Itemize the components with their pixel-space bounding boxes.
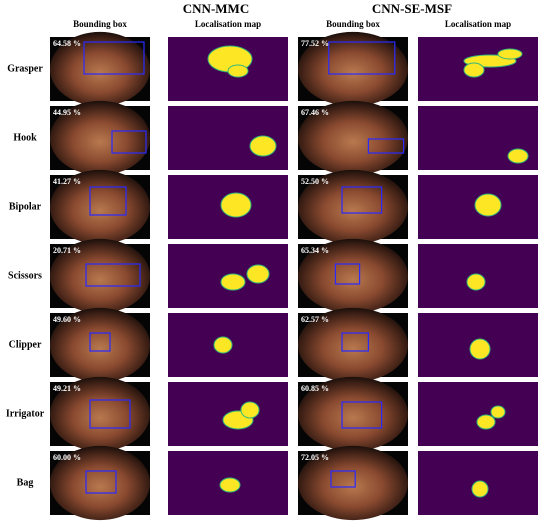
confidence: 49.21 % (53, 384, 81, 393)
heat-region (213, 336, 233, 354)
heat-region (476, 414, 496, 430)
tool-label: Bipolar (9, 201, 42, 212)
tool-label: Grasper (7, 63, 43, 74)
confidence: 20.71 % (53, 246, 81, 255)
confidence: 41.27 % (53, 177, 81, 186)
bounding-box (89, 186, 127, 216)
column-title: Bounding box (326, 19, 380, 29)
bounding-box (341, 186, 383, 214)
column-title: Localisation map (445, 19, 511, 29)
heat-region (507, 148, 529, 164)
frame-scene (298, 100, 408, 176)
bounding-box (367, 138, 405, 154)
heat-region (490, 405, 506, 419)
frame-scene (50, 169, 150, 245)
tool-label: Hook (13, 132, 37, 143)
frame-scene (50, 100, 150, 176)
bounding-box (85, 263, 141, 287)
bounding-box (341, 401, 383, 429)
column-title: Bounding box (73, 19, 127, 29)
bounding-box (89, 399, 131, 429)
bounding-box (330, 470, 356, 488)
heat-region (227, 64, 249, 78)
heat-region (249, 135, 277, 157)
heat-region (463, 62, 485, 78)
heat-region (240, 401, 260, 419)
confidence: 62.57 % (301, 315, 329, 324)
confidence: 44.95 % (53, 108, 81, 117)
column-title: Localisation map (195, 19, 261, 29)
confidence: 77.52 % (301, 39, 329, 48)
frame-scene (50, 445, 150, 521)
frame-scene (298, 31, 408, 107)
confidence: 65.34 % (301, 246, 329, 255)
frame-scene (298, 169, 408, 245)
confidence: 67.46 % (301, 108, 329, 117)
frame-scene (50, 31, 150, 107)
bounding-box (111, 130, 147, 154)
tool-label: Bag (17, 477, 34, 488)
tool-label: Scissors (8, 270, 42, 281)
confidence: 72.05 % (301, 453, 329, 462)
confidence: 52.50 % (301, 177, 329, 186)
frame-scene (50, 238, 150, 314)
heat-region (497, 48, 523, 60)
tool-label: Irrigator (6, 408, 45, 419)
frame-scene (298, 376, 408, 452)
heat-region (474, 193, 502, 217)
frame-scene (298, 238, 408, 314)
confidence: 49.60 % (53, 315, 81, 324)
bounding-box (334, 263, 361, 285)
localisation-map (418, 382, 538, 446)
frame-scene (298, 307, 408, 383)
bounding-box (328, 41, 396, 75)
heat-region (469, 338, 491, 360)
bounding-box (341, 332, 369, 352)
heat-region (220, 192, 252, 218)
frame-scene (50, 307, 150, 383)
heat-region (219, 477, 241, 493)
bounding-box (85, 470, 117, 494)
model-title: CNN-MMC (183, 1, 249, 16)
confidence: 64.58 % (53, 39, 81, 48)
tool-label: Clipper (9, 339, 42, 350)
model-title: CNN-SE-MSF (372, 1, 452, 16)
heat-region (246, 264, 270, 284)
confidence: 60.85 % (301, 384, 329, 393)
frame-scene (50, 376, 150, 452)
bounding-box (89, 332, 111, 352)
confidence: 60.00 % (53, 453, 81, 462)
heat-region (220, 273, 246, 291)
bounding-box (83, 41, 145, 75)
frame-scene (298, 445, 408, 521)
heat-region (471, 480, 489, 498)
heat-region (466, 273, 486, 291)
